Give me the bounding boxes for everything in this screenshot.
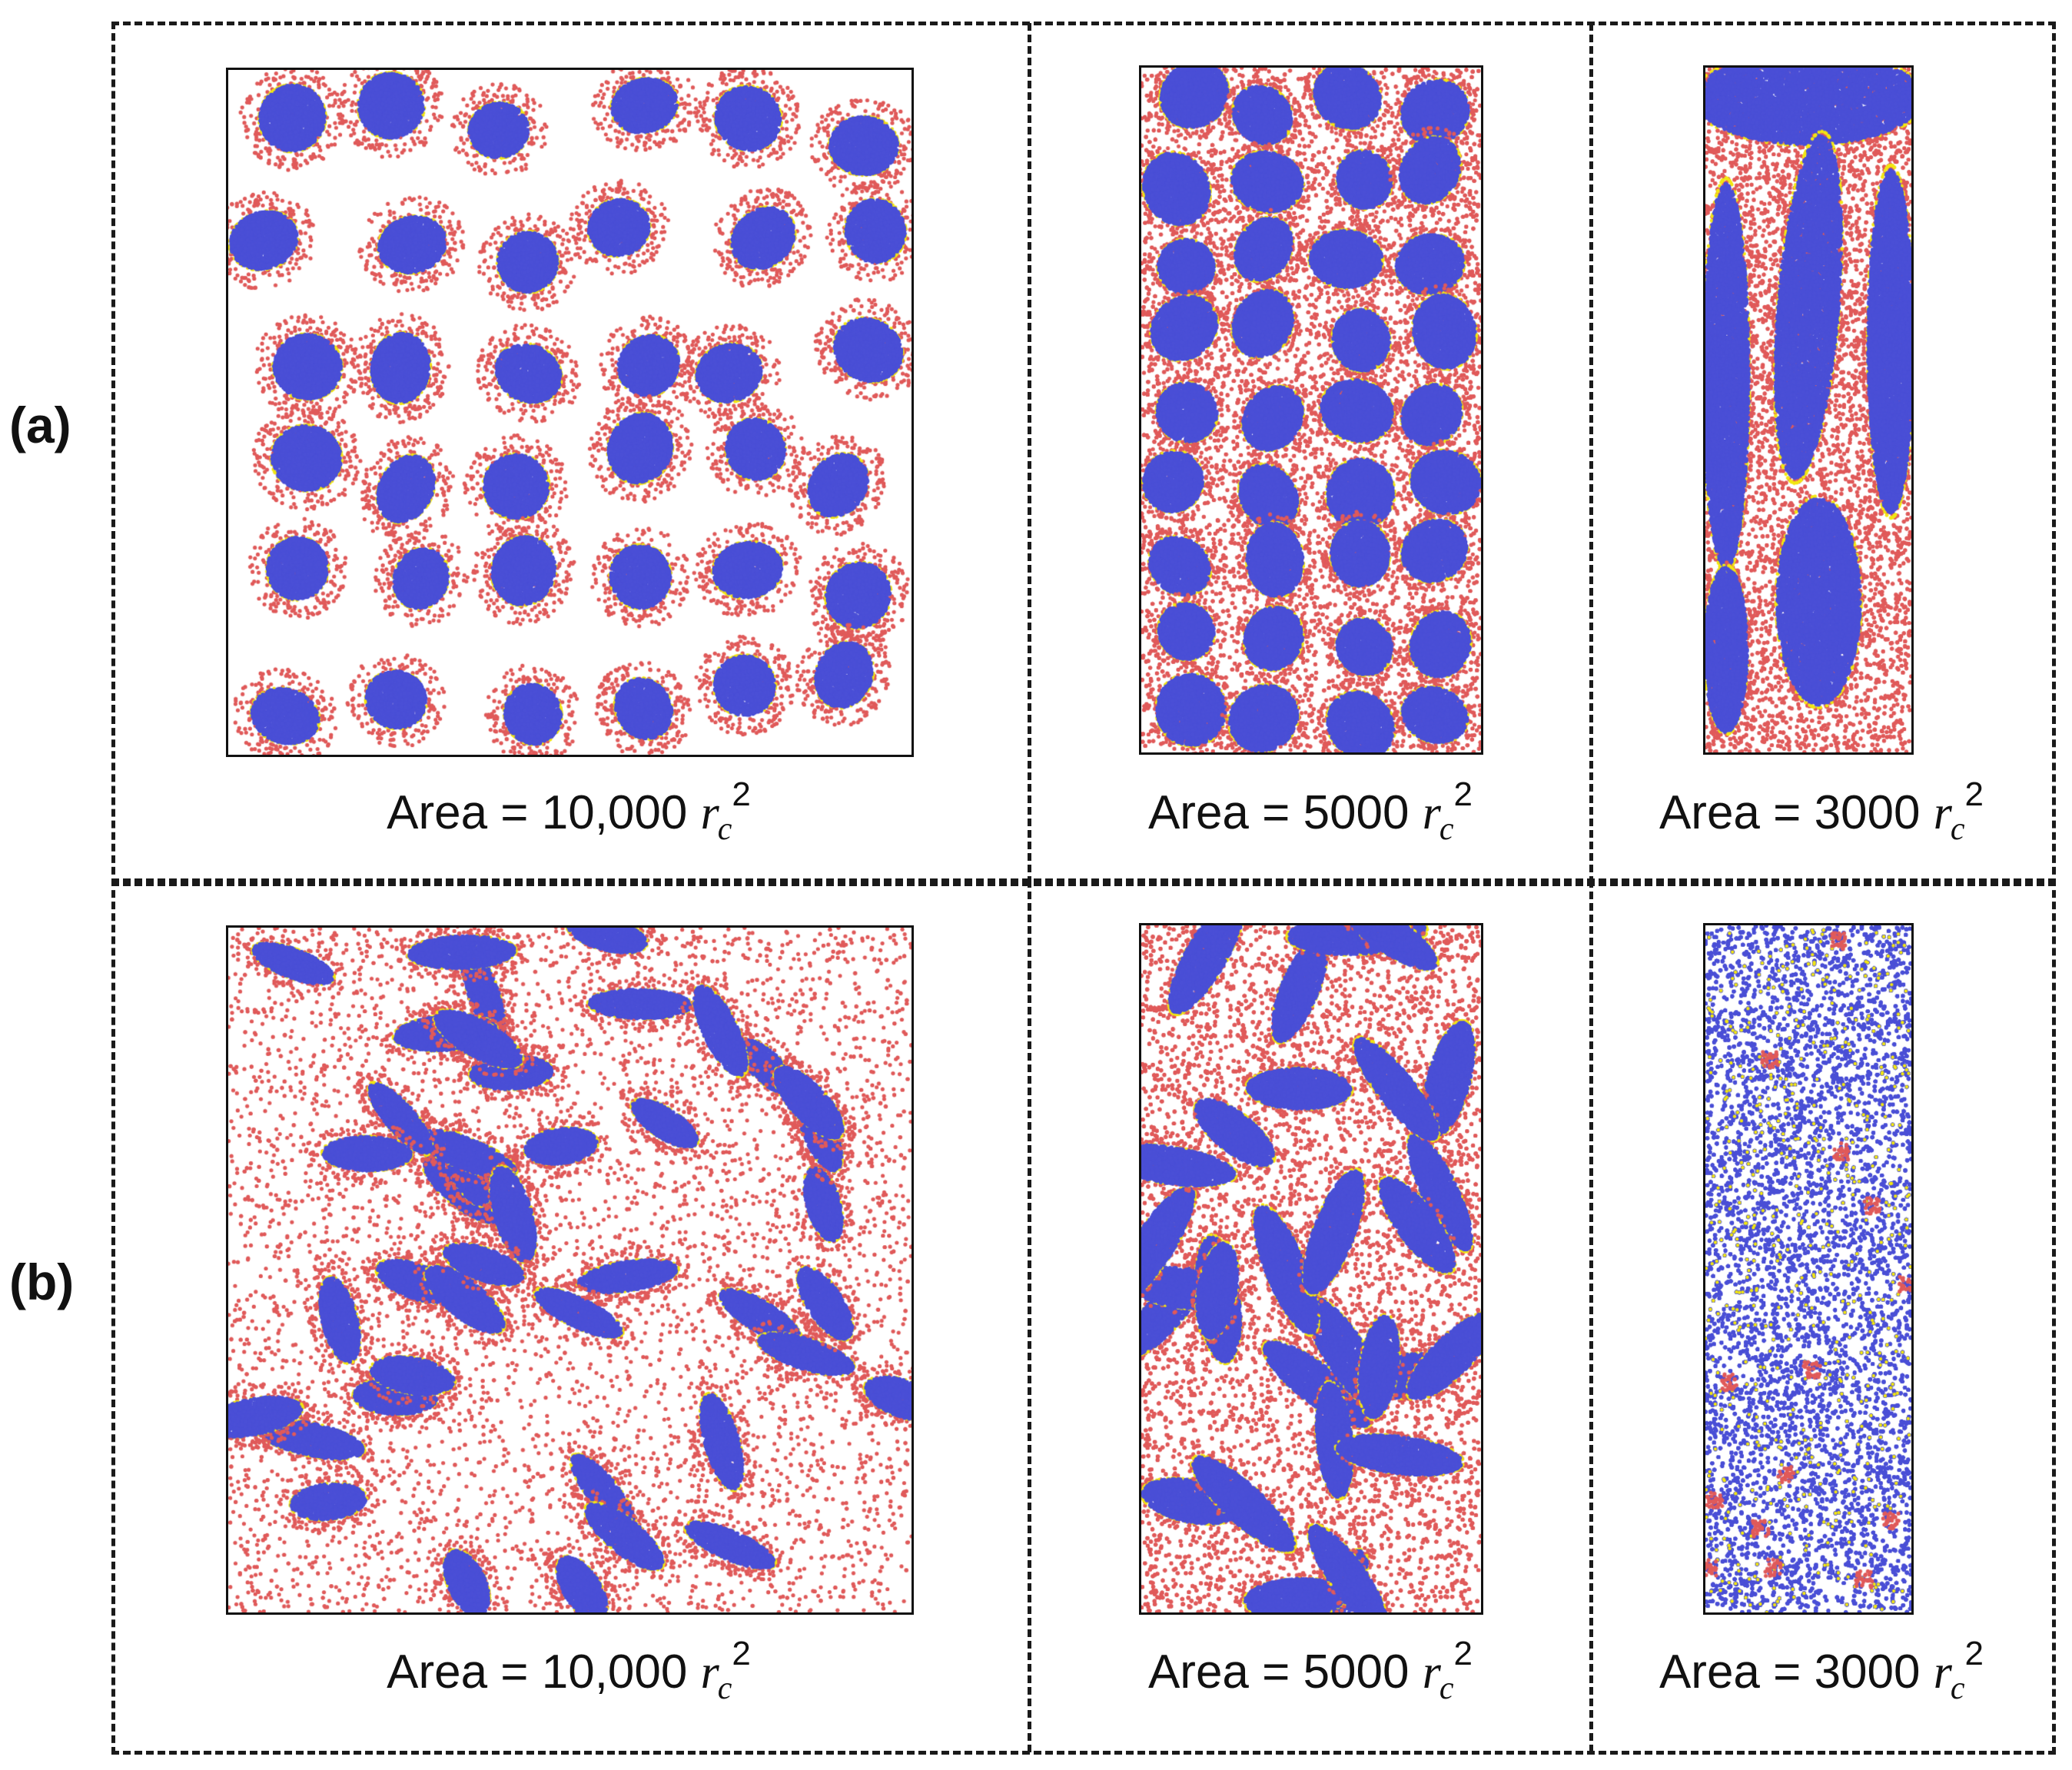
caption-prefix: Area = (387, 1645, 542, 1699)
divider-b-2 (1589, 880, 1593, 1752)
caption-unit: r (1933, 1646, 1952, 1699)
caption-unit-sup: 2 (1453, 775, 1473, 813)
snapshot-a-area-5000 (1139, 65, 1483, 755)
outer-frame-row-b (111, 878, 2056, 1755)
caption-prefix: Area = (1659, 786, 1815, 839)
row-label-a: (a) (9, 397, 71, 453)
caption-unit-sub: c (1439, 1671, 1454, 1706)
snapshot-b-area-5000 (1139, 923, 1483, 1615)
caption-value: 3000 (1814, 786, 1921, 839)
caption-a-1: Area = 10,000 rc2 (338, 775, 799, 847)
snapshot-b-area-3000 (1703, 923, 1914, 1615)
caption-unit: r (1422, 787, 1441, 839)
caption-unit: r (1933, 787, 1952, 839)
caption-unit-sup: 2 (732, 775, 751, 813)
snapshot-a-area-3000 (1703, 65, 1914, 755)
caption-prefix: Area = (1147, 1645, 1303, 1699)
caption-unit-sub: c (717, 812, 732, 847)
caption-unit: r (1422, 1646, 1441, 1699)
caption-prefix: Area = (1659, 1645, 1815, 1699)
caption-b-1: Area = 10,000 rc2 (338, 1635, 799, 1706)
caption-unit-sub: c (1950, 812, 1965, 847)
divider-b-1 (1028, 880, 1031, 1752)
caption-b-2: Area = 5000 rc2 (1084, 1635, 1537, 1706)
row-label-b: (b) (9, 1254, 75, 1310)
caption-prefix: Area = (1147, 786, 1303, 839)
caption-value: 3000 (1814, 1645, 1921, 1699)
caption-unit-sup: 2 (1453, 1635, 1473, 1672)
caption-value: 10,000 (541, 1645, 688, 1699)
divider-a-2 (1589, 23, 1593, 884)
divider-a-1 (1028, 23, 1031, 884)
outer-frame-row-a (111, 22, 2056, 886)
caption-unit-sup: 2 (732, 1635, 751, 1672)
caption-unit-sup: 2 (1964, 775, 1984, 813)
caption-unit-sub: c (717, 1671, 732, 1706)
caption-prefix: Area = (387, 786, 542, 839)
snapshot-b-area-10000 (226, 925, 914, 1615)
caption-unit: r (700, 1646, 719, 1699)
caption-a-3: Area = 3000 rc2 (1602, 775, 2040, 847)
caption-unit-sub: c (1439, 812, 1454, 847)
caption-unit-sup: 2 (1964, 1635, 1984, 1672)
caption-b-3: Area = 3000 rc2 (1602, 1635, 2040, 1706)
caption-a-2: Area = 5000 rc2 (1084, 775, 1537, 847)
caption-unit: r (700, 787, 719, 839)
caption-unit-sub: c (1950, 1671, 1965, 1706)
caption-value: 10,000 (541, 786, 688, 839)
snapshot-a-area-10000 (226, 68, 914, 757)
caption-value: 5000 (1303, 786, 1410, 839)
caption-value: 5000 (1303, 1645, 1410, 1699)
